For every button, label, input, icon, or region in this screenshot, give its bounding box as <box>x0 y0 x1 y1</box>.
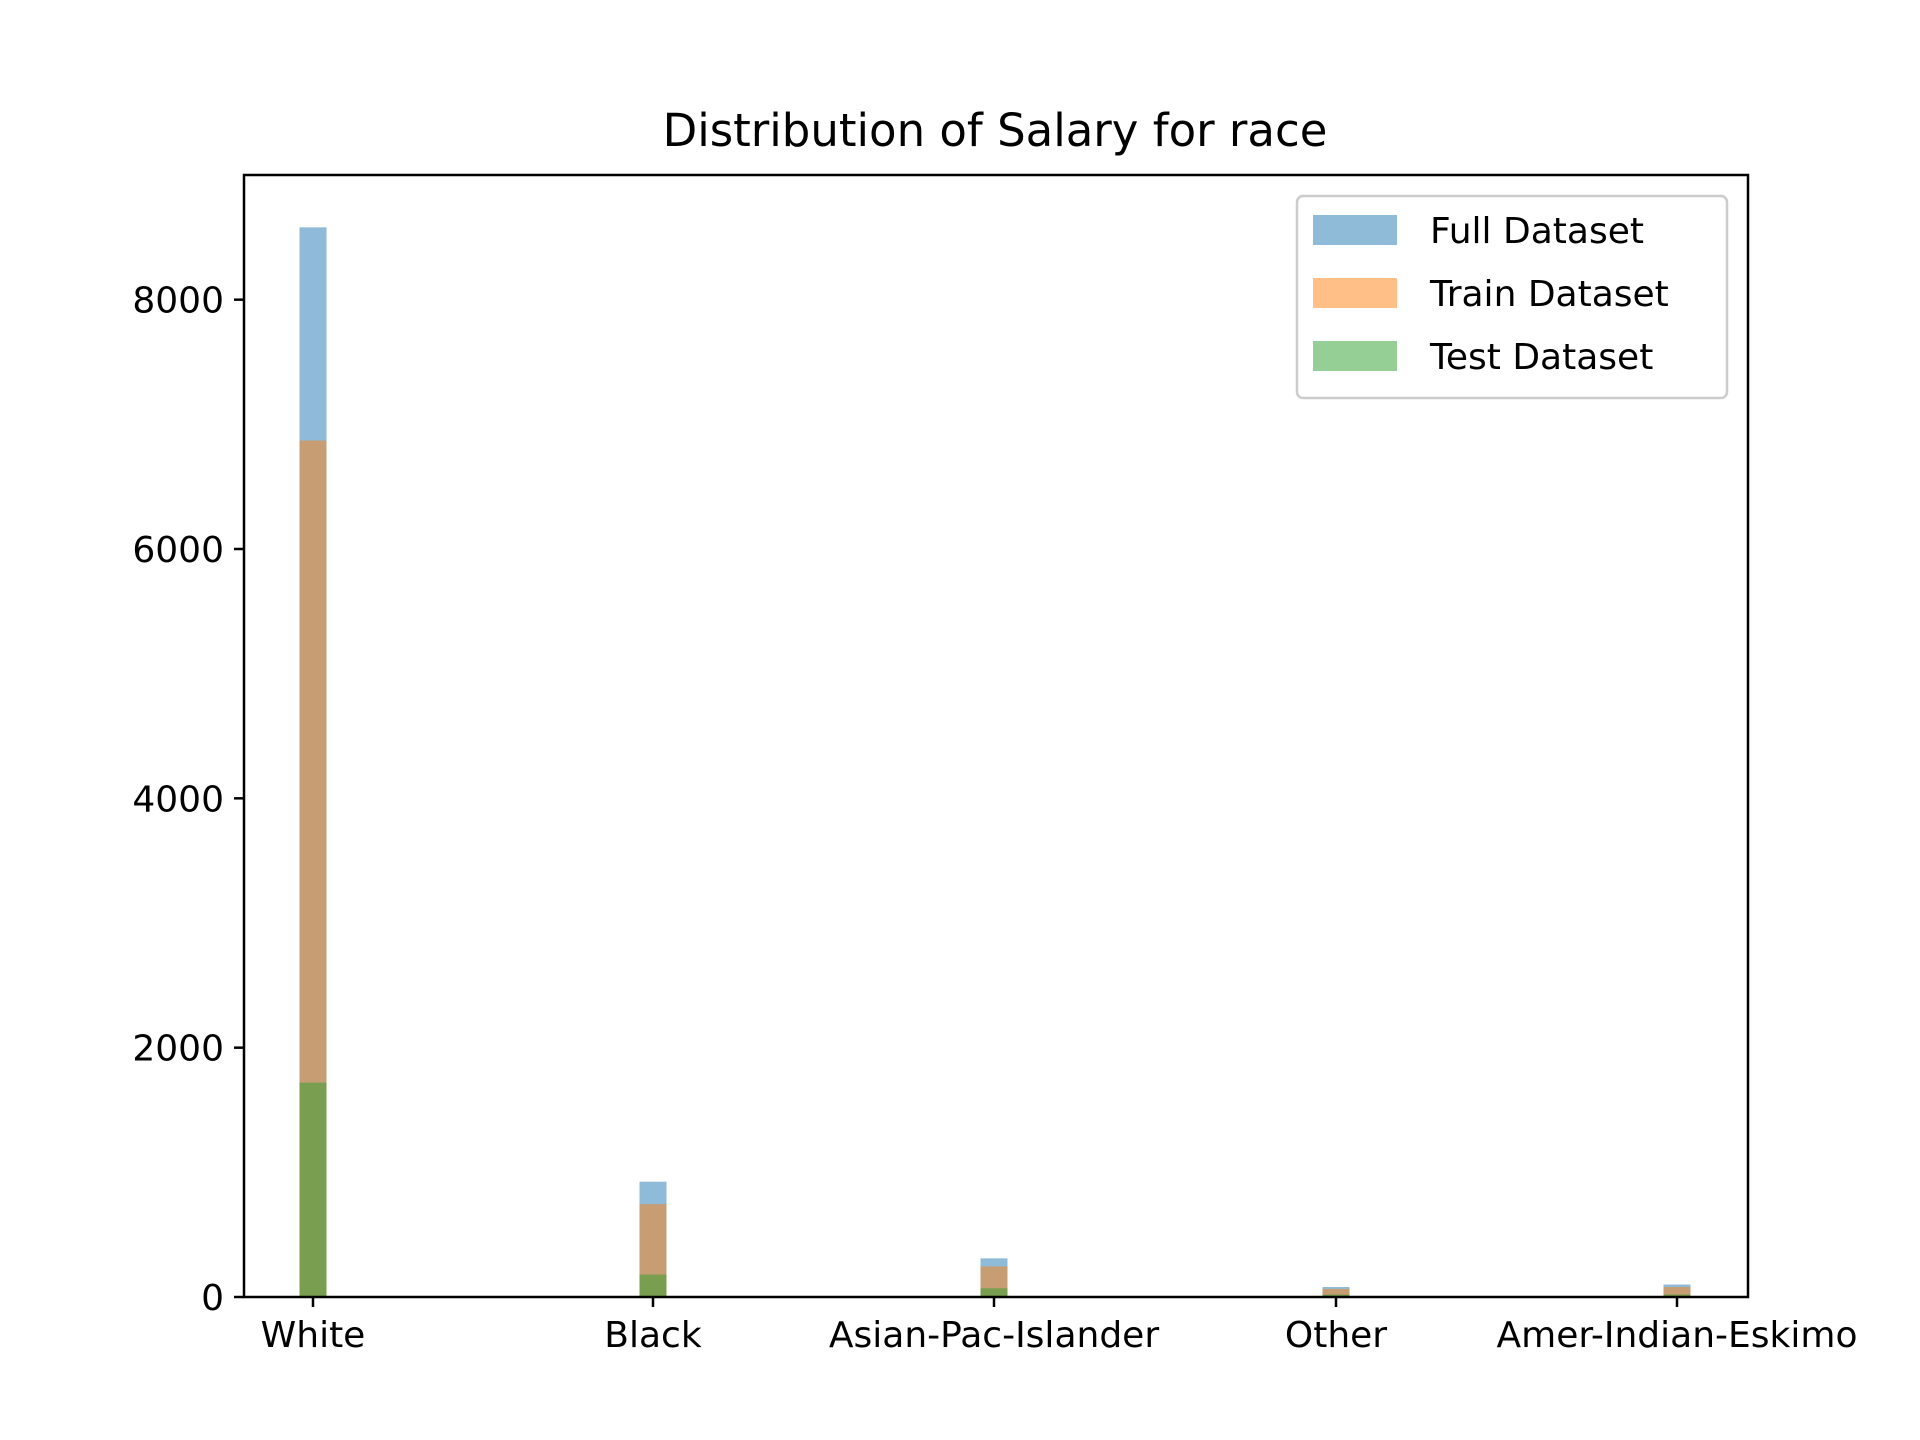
x-tick-label: Asian-Pac-Islander <box>829 1315 1159 1356</box>
legend-swatch <box>1313 215 1397 245</box>
legend-swatch <box>1313 278 1397 308</box>
legend-label: Full Dataset <box>1430 211 1644 252</box>
x-tick-label: Black <box>604 1315 702 1356</box>
bars <box>299 227 1691 1298</box>
x-tick-label: Amer-Indian-Eskimo <box>1497 1315 1858 1356</box>
bar-test-dataset-black <box>639 1274 667 1297</box>
legend-label: Train Dataset <box>1429 274 1669 315</box>
y-axis: 0 2000 4000 6000 8000 <box>132 281 244 1319</box>
x-tick-label: Other <box>1285 1315 1387 1356</box>
bar-train-dataset-amer-indian-eskimo <box>1663 1287 1691 1297</box>
y-tick-label: 2000 <box>132 1029 224 1070</box>
x-tick-label: White <box>261 1315 366 1356</box>
bar-train-dataset-other <box>1322 1288 1350 1297</box>
y-tick-label: 6000 <box>132 530 224 571</box>
legend: Full Dataset Train Dataset Test Dataset <box>1295 194 1729 400</box>
y-tick-label: 0 <box>201 1278 224 1319</box>
bar-test-dataset-asian-pac-islander <box>980 1288 1008 1297</box>
legend-swatch <box>1313 341 1397 371</box>
y-tick-label: 8000 <box>132 281 224 322</box>
chart-title: Distribution of Salary for race <box>663 104 1328 157</box>
x-axis: White Black Asian-Pac-Islander Other Amer-In… <box>261 1297 1858 1356</box>
legend-box <box>1295 194 1729 400</box>
y-tick-label: 4000 <box>132 779 224 820</box>
legend-label: Test Dataset <box>1429 337 1653 378</box>
plot-frame <box>242 173 1750 1299</box>
bar-test-dataset-white <box>299 1082 327 1297</box>
